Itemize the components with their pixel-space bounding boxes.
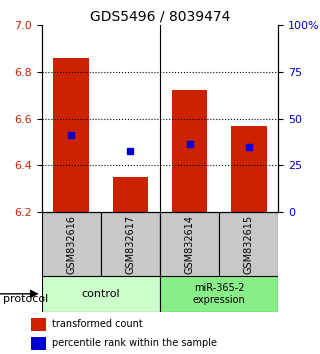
Bar	[113, 177, 148, 212]
Text: percentile rank within the sample: percentile rank within the sample	[52, 338, 217, 348]
Bar	[42, 212, 101, 276]
Bar	[172, 91, 207, 212]
Text: transformed count: transformed count	[52, 319, 143, 329]
Bar	[42, 276, 160, 312]
Bar	[160, 276, 278, 312]
Text: GSM832617: GSM832617	[125, 215, 135, 274]
Bar	[31, 337, 46, 350]
Bar	[53, 58, 89, 212]
Title: GDS5496 / 8039474: GDS5496 / 8039474	[90, 10, 230, 24]
Bar	[219, 212, 278, 276]
Bar	[31, 318, 46, 331]
Text: GSM832614: GSM832614	[185, 215, 195, 274]
Text: GSM832616: GSM832616	[66, 215, 76, 274]
Bar	[101, 212, 160, 276]
Bar	[231, 126, 267, 212]
Text: GSM832615: GSM832615	[244, 215, 254, 274]
Text: miR-365-2
expression: miR-365-2 expression	[193, 283, 245, 305]
Text: protocol: protocol	[3, 294, 48, 304]
Bar	[160, 212, 219, 276]
Text: control: control	[82, 289, 120, 299]
